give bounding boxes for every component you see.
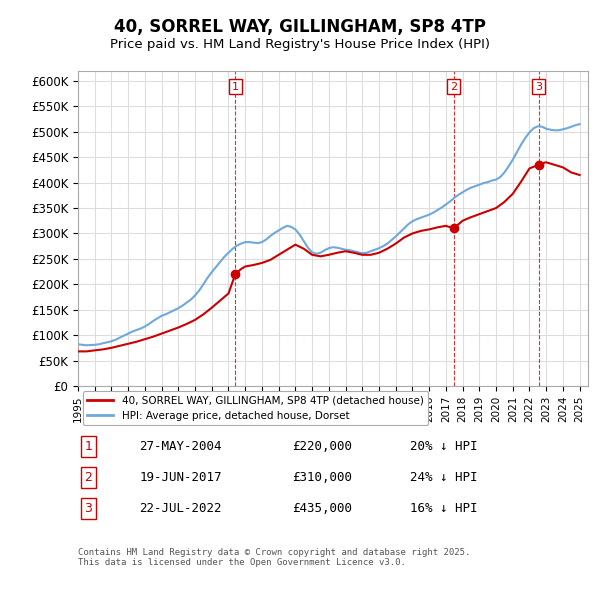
Text: 16% ↓ HPI: 16% ↓ HPI	[409, 502, 477, 515]
Text: £220,000: £220,000	[292, 440, 352, 453]
Text: 3: 3	[535, 81, 542, 91]
Text: Price paid vs. HM Land Registry's House Price Index (HPI): Price paid vs. HM Land Registry's House …	[110, 38, 490, 51]
Text: 27-MAY-2004: 27-MAY-2004	[139, 440, 222, 453]
Text: 1: 1	[84, 440, 92, 453]
Text: £310,000: £310,000	[292, 471, 352, 484]
Text: 19-JUN-2017: 19-JUN-2017	[139, 471, 222, 484]
Text: 22-JUL-2022: 22-JUL-2022	[139, 502, 222, 515]
Text: 20% ↓ HPI: 20% ↓ HPI	[409, 440, 477, 453]
Text: 24% ↓ HPI: 24% ↓ HPI	[409, 471, 477, 484]
Text: £435,000: £435,000	[292, 502, 352, 515]
Text: 1: 1	[232, 81, 239, 91]
Text: 2: 2	[84, 471, 92, 484]
Text: 40, SORREL WAY, GILLINGHAM, SP8 4TP: 40, SORREL WAY, GILLINGHAM, SP8 4TP	[114, 18, 486, 35]
Text: 3: 3	[84, 502, 92, 515]
Legend: 40, SORREL WAY, GILLINGHAM, SP8 4TP (detached house), HPI: Average price, detach: 40, SORREL WAY, GILLINGHAM, SP8 4TP (det…	[83, 391, 428, 425]
Text: 2: 2	[450, 81, 457, 91]
Text: Contains HM Land Registry data © Crown copyright and database right 2025.
This d: Contains HM Land Registry data © Crown c…	[78, 548, 470, 568]
